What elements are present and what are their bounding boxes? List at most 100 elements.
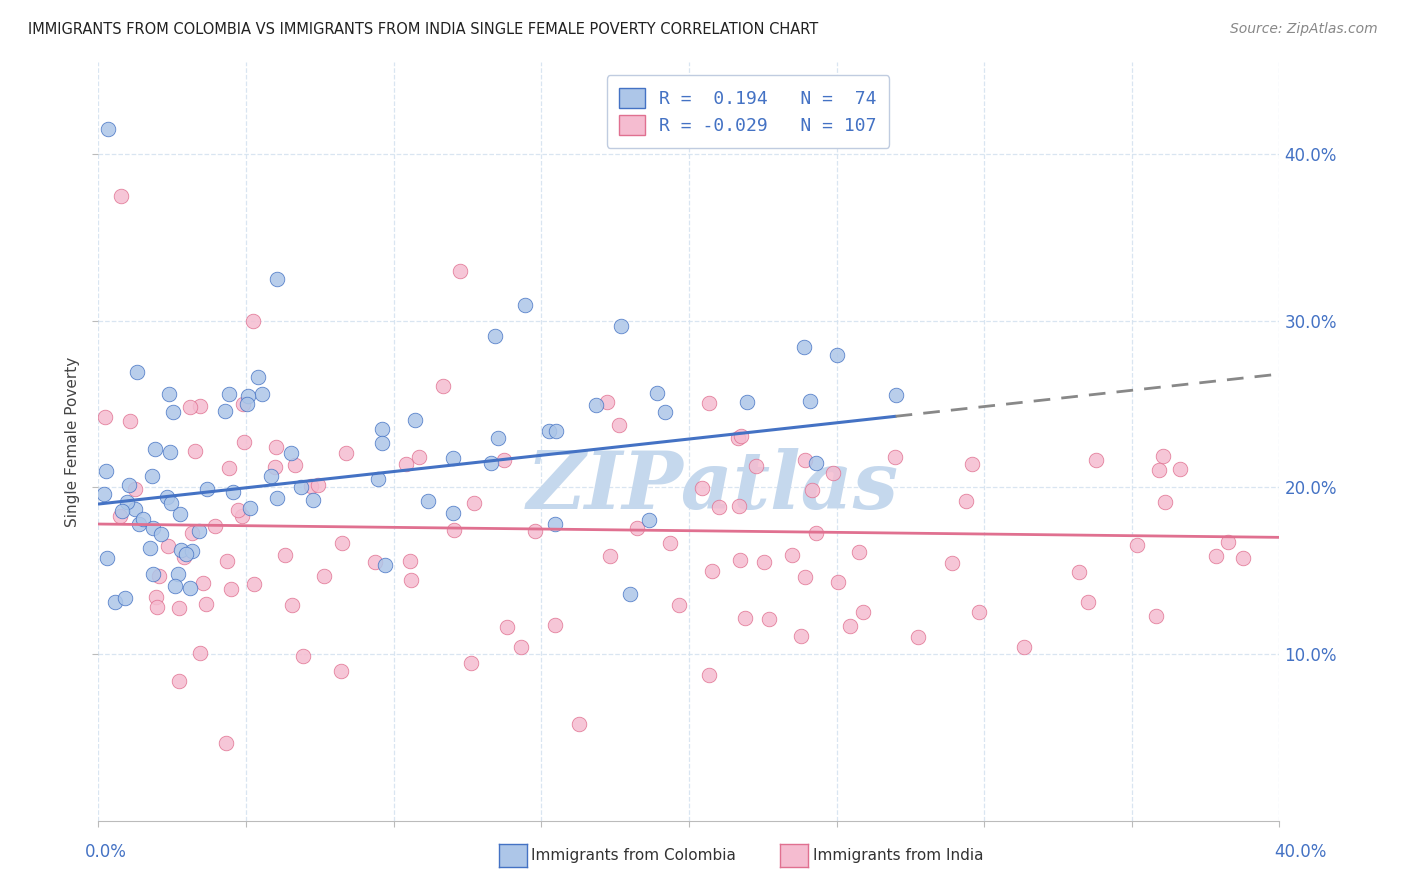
Point (181, 544, 204, 558)
Point (524, 524, 547, 538)
Point (827, 574, 849, 589)
Point (432, 378, 454, 392)
Point (118, 478, 141, 492)
Point (752, 555, 775, 569)
Point (1216, 534, 1239, 549)
Point (486, 431, 509, 445)
Point (159, 445, 181, 459)
Text: Immigrants from Colombia: Immigrants from Colombia (531, 848, 737, 863)
Point (443, 523, 465, 537)
Point (217, 553, 239, 567)
Point (173, 549, 195, 564)
Point (1232, 551, 1254, 566)
Point (1153, 495, 1175, 509)
Point (823, 467, 845, 481)
Point (690, 481, 713, 495)
Point (730, 429, 752, 443)
Point (727, 431, 749, 445)
Point (242, 314, 264, 328)
Point (184, 444, 207, 458)
Point (1126, 538, 1149, 552)
Point (607, 418, 630, 433)
Point (408, 450, 430, 465)
Point (195, 482, 218, 496)
Point (568, 716, 591, 731)
Text: 0.0%: 0.0% (84, 843, 127, 861)
Point (1147, 463, 1170, 477)
Point (179, 581, 201, 595)
Point (825, 347, 848, 361)
Point (758, 612, 780, 626)
Point (544, 424, 567, 438)
Point (492, 453, 515, 467)
Point (1069, 566, 1091, 580)
Point (734, 611, 756, 625)
Point (697, 396, 720, 410)
Point (626, 521, 648, 535)
Point (312, 569, 335, 583)
Point (232, 397, 254, 411)
Point (247, 369, 270, 384)
Point (335, 445, 357, 459)
Point (800, 483, 823, 497)
Point (907, 631, 929, 645)
Point (97, 122, 120, 136)
Point (654, 405, 676, 419)
Point (115, 495, 138, 509)
Point (155, 490, 177, 504)
Point (145, 591, 167, 605)
Point (329, 664, 352, 678)
Legend: R =  0.194   N =  74, R = -0.029   N = 107: R = 0.194 N = 74, R = -0.029 N = 107 (607, 75, 889, 147)
Point (883, 450, 905, 464)
Point (955, 494, 977, 508)
Point (941, 557, 963, 571)
Point (1152, 449, 1174, 463)
Point (790, 629, 813, 643)
Point (513, 298, 536, 312)
Point (668, 598, 690, 612)
Point (93, 410, 115, 425)
Text: ZIPatlas: ZIPatlas (526, 449, 898, 525)
Point (159, 387, 181, 401)
Text: 40.0%: 40.0% (1274, 843, 1327, 861)
Point (609, 319, 631, 334)
Point (395, 457, 418, 471)
Point (1168, 461, 1191, 475)
Point (728, 553, 751, 567)
Point (1012, 640, 1035, 654)
Point (449, 264, 471, 278)
Point (187, 524, 209, 538)
Point (848, 545, 870, 559)
Point (181, 525, 204, 540)
Point (284, 458, 307, 473)
Point (292, 648, 315, 663)
Point (243, 577, 266, 591)
Point (280, 599, 302, 613)
Point (370, 436, 392, 450)
Point (290, 480, 312, 494)
Point (143, 442, 166, 456)
Point (1085, 453, 1108, 467)
Point (463, 495, 485, 509)
Point (160, 496, 183, 510)
Point (238, 389, 260, 403)
Point (700, 564, 723, 578)
Point (165, 579, 187, 593)
Point (167, 674, 190, 689)
Point (585, 398, 607, 412)
Point (804, 526, 827, 541)
Point (148, 569, 170, 583)
Point (619, 587, 641, 601)
Point (232, 435, 254, 450)
Point (162, 405, 184, 419)
Point (169, 543, 191, 558)
Point (114, 591, 136, 606)
Point (195, 597, 218, 611)
Point (125, 365, 148, 379)
Point (252, 387, 274, 401)
Point (132, 512, 155, 526)
Point (479, 456, 502, 470)
Point (538, 424, 561, 438)
Point (169, 601, 191, 615)
Point (302, 493, 325, 508)
